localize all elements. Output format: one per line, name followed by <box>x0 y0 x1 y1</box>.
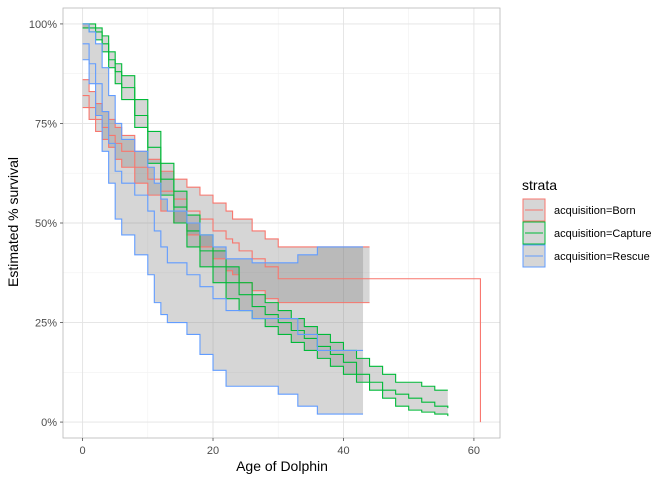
y-tick-label: 75% <box>35 118 57 130</box>
upper-bound-line-capture <box>82 23 448 391</box>
survival-line-capture <box>82 23 449 409</box>
ci-ribbon-rescue <box>82 23 364 415</box>
legend-label-capture: acquisition=Capture <box>554 228 652 240</box>
axes: 0 20 40 60 0% 25% 50% 75% 100% <box>29 19 480 457</box>
y-axis-title: Estimated % survival <box>5 157 21 287</box>
x-axis-title: Age of Dolphin <box>236 458 328 474</box>
x-tick-label: 0 <box>80 445 86 457</box>
legend-title: strata <box>522 177 557 193</box>
y-tick-label: 25% <box>35 318 57 330</box>
x-tick-label: 60 <box>468 445 480 457</box>
legend-label-born: acquisition=Born <box>554 205 636 217</box>
legend-label-rescue: acquisition=Rescue <box>554 251 650 263</box>
x-tick-label: 40 <box>337 445 349 457</box>
plot-area <box>62 7 501 439</box>
survival-line-born <box>82 95 481 423</box>
y-tick-label: 100% <box>29 19 57 31</box>
survival-line-rescue <box>82 43 364 351</box>
y-tick-label: 0% <box>41 417 57 429</box>
x-tick-label: 20 <box>207 445 219 457</box>
upper-bound-line-rescue <box>82 23 364 264</box>
y-tick-label: 50% <box>35 218 57 230</box>
legend: strata acquisition=Born acquisition=Captu… <box>522 177 652 268</box>
legend-items: acquisition=Born acquisition=Capture acqui… <box>522 198 652 268</box>
lower-bound-line-rescue <box>82 59 364 415</box>
